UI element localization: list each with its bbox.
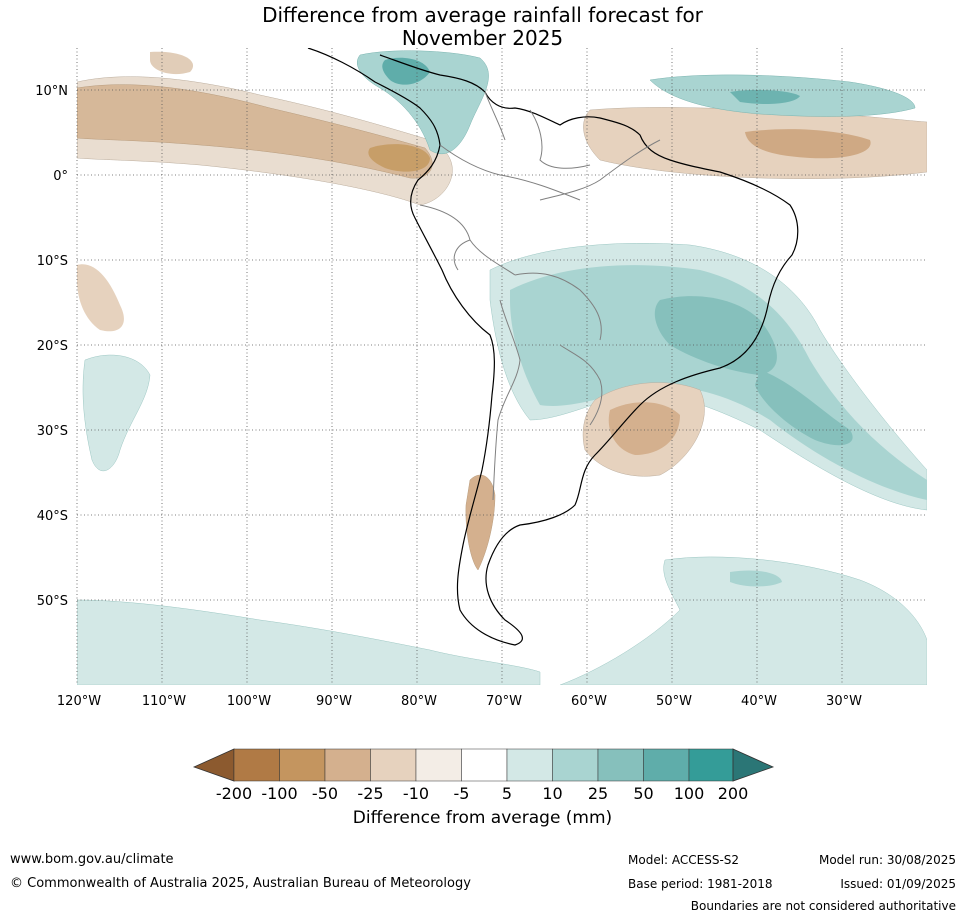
dry-anomaly-west-pacific [77, 264, 124, 332]
south-america-coastline [307, 48, 799, 646]
website-link[interactable]: www.bom.gov.au/climate [10, 852, 174, 867]
legend-colorbar [192, 748, 775, 782]
legend-arrow-right [732, 748, 775, 782]
wet-anomaly-southern-pacific [77, 599, 541, 685]
legend-swatch [415, 748, 462, 782]
disclaimer-text: Boundaries are not considered authoritat… [690, 899, 956, 913]
legend-tick-label: 25 [588, 784, 608, 803]
legend-arrow-left [192, 748, 235, 782]
lat-label: 10°S [37, 254, 68, 269]
legend-swatch [506, 748, 553, 782]
wet-anomaly-southern-atlantic [559, 556, 927, 685]
lon-label: 70°W [486, 694, 522, 709]
legend-tick-label: 100 [674, 784, 705, 803]
rainfall-anomaly-layer [77, 50, 927, 685]
title-line-1: Difference from average rainfall forecas… [262, 3, 703, 27]
legend-swatch [552, 748, 599, 782]
legend-tick-label: -10 [403, 784, 429, 803]
lon-label: 80°W [401, 694, 437, 709]
legend-tick-label: 5 [502, 784, 512, 803]
lon-label: 30°W [826, 694, 862, 709]
title-line-2: November 2025 [401, 26, 564, 50]
legend-swatch [461, 748, 508, 782]
lon-label: 50°W [656, 694, 692, 709]
legend-swatch [643, 748, 690, 782]
country-borders [419, 91, 661, 501]
lat-labels: 10°N 0° 10°S 20°S 30°S 40°S 50°S [35, 84, 68, 609]
legend-swatch [324, 748, 371, 782]
legend-title: Difference from average (mm) [352, 808, 613, 828]
lon-label: 100°W [227, 694, 271, 709]
dry-anomaly-north-pacific-core [368, 144, 430, 172]
base-period-text: Base period: 1981-2018 [628, 877, 773, 891]
legend-swatch [233, 748, 280, 782]
lon-label: 90°W [316, 694, 352, 709]
legend-tick-label: 10 [542, 784, 562, 803]
lat-label: 30°S [37, 424, 68, 439]
lon-label: 110°W [142, 694, 186, 709]
wet-anomaly-south-atlantic-core [730, 570, 782, 587]
lat-label: 0° [53, 169, 68, 184]
dry-anomaly-patagonia [465, 474, 496, 571]
lat-label: 10°N [35, 84, 68, 99]
wet-anomaly-brazil-core2 [755, 370, 853, 446]
wet-anomaly-brazil-core [654, 296, 777, 375]
model-run-text: Model run: 30/08/2025 [818, 853, 956, 867]
wet-anomaly-west-pacific [82, 354, 151, 472]
dry-anomaly-southern-brazil-core [608, 402, 680, 455]
legend-swatch [370, 748, 417, 782]
legend-tick-labels: -200 -100 -50 -25 -10 -5 5 10 25 50 100 … [216, 784, 748, 803]
legend-tick-label: -25 [357, 784, 383, 803]
legend-swatch [597, 748, 644, 782]
lon-label: 60°W [571, 694, 607, 709]
legend-tick-label: -100 [261, 784, 297, 803]
lon-label: 120°W [57, 694, 101, 709]
lat-label: 20°S [37, 339, 68, 354]
legend-tick-label: 200 [718, 784, 749, 803]
copyright-text: © Commonwealth of Australia 2025, Austra… [10, 876, 471, 891]
gridlines [76, 48, 927, 685]
lat-label: 40°S [37, 509, 68, 524]
model-text: Model: ACCESS-S2 [628, 853, 740, 867]
wet-anomaly-central-america-core [382, 57, 430, 85]
wet-anomaly-north-atlantic-core [730, 89, 800, 104]
dry-anomaly-equatorial-atlantic-core [745, 129, 871, 159]
chart-title: Difference from average rainfall forecas… [0, 4, 965, 50]
lat-label: 50°S [37, 594, 68, 609]
legend-tick-label: -50 [312, 784, 338, 803]
legend-swatch [279, 748, 326, 782]
issued-text: Issued: 01/09/2025 [840, 877, 956, 891]
legend-tick-label: -200 [216, 784, 252, 803]
legend-tick-label: -5 [454, 784, 470, 803]
dry-anomaly-north-pacific-mid [77, 84, 433, 179]
dry-anomaly-north-pacific-top [150, 51, 194, 75]
legend-swatch [688, 748, 734, 782]
lon-label: 40°W [741, 694, 777, 709]
legend-tick-label: 50 [633, 784, 653, 803]
lon-labels: 120°W 110°W 100°W 90°W 80°W 70°W 60°W 50… [57, 694, 862, 709]
